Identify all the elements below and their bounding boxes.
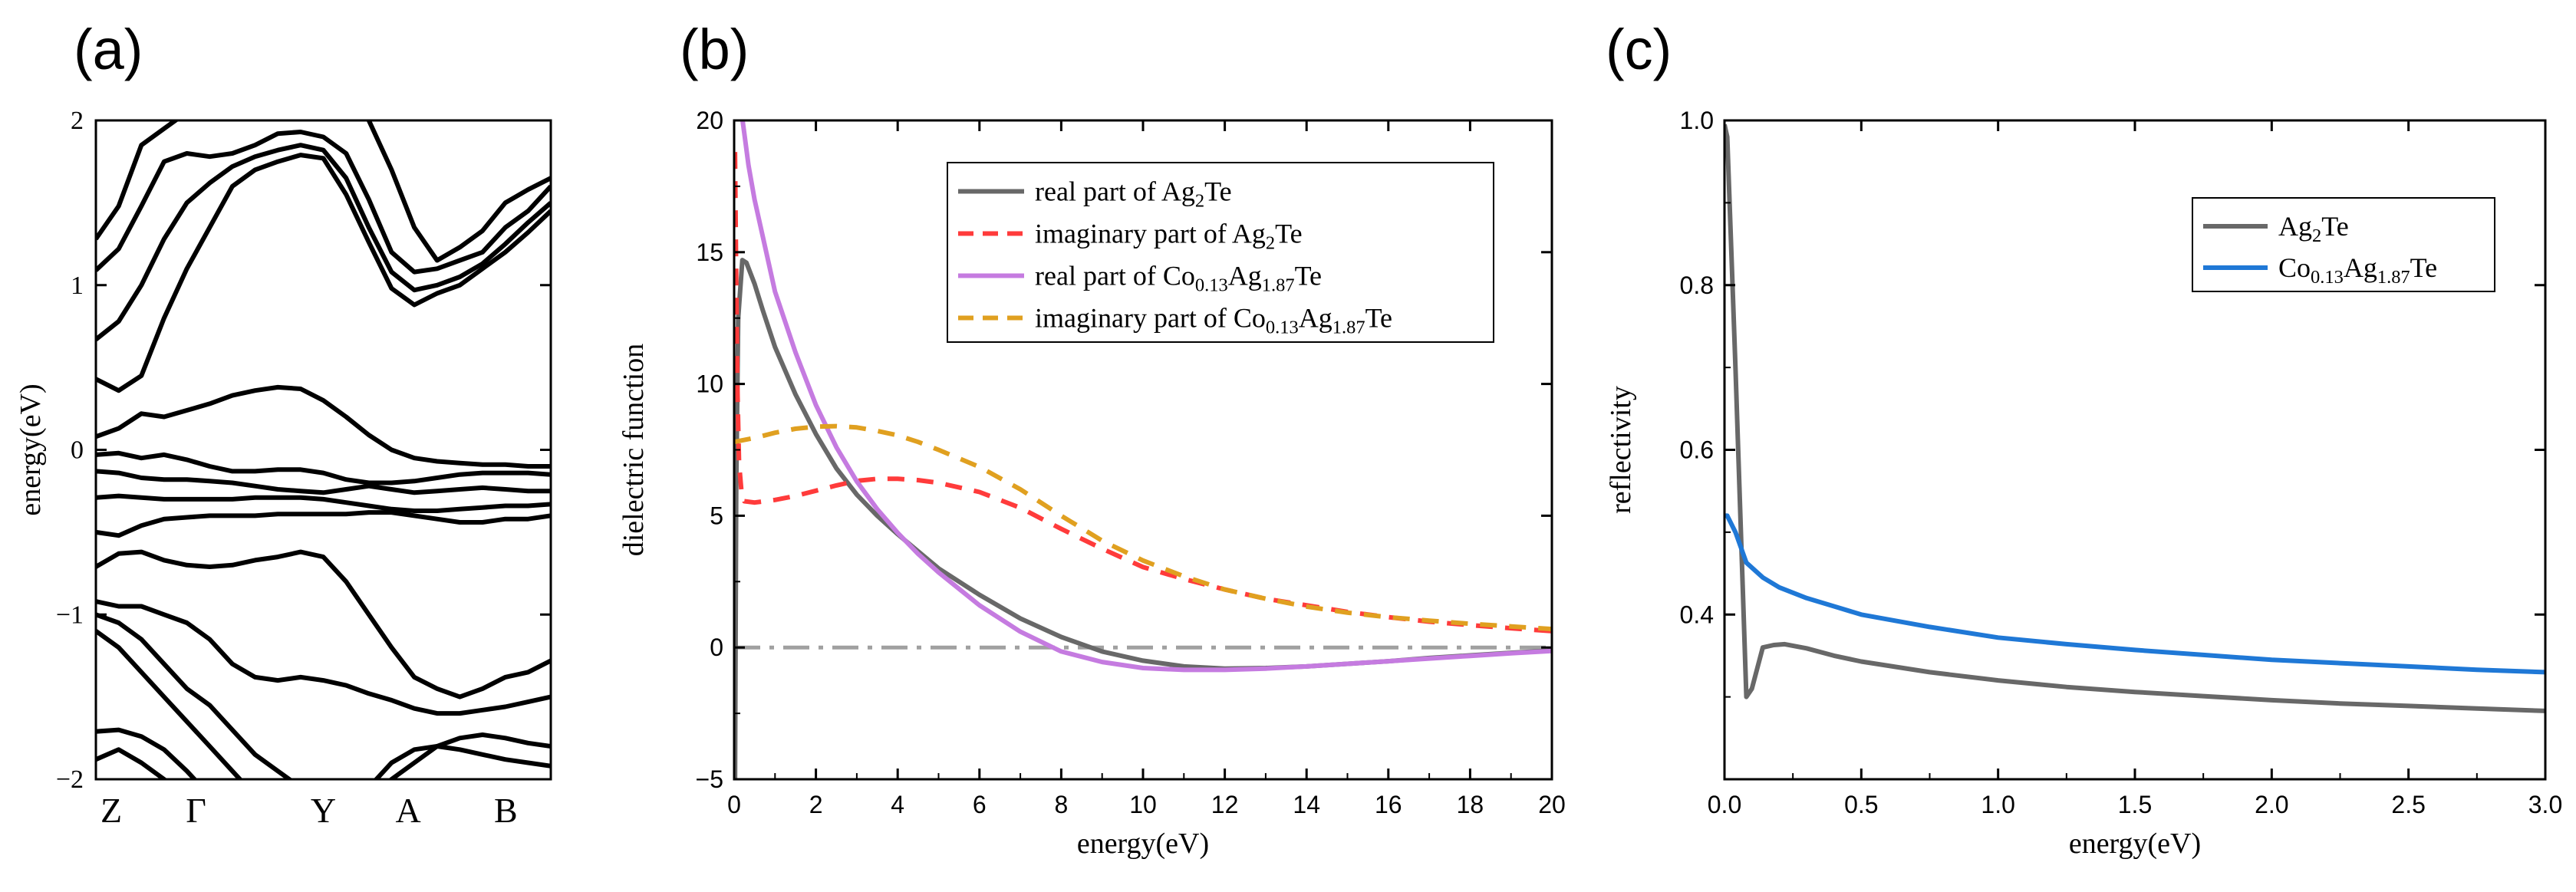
y-tick-label: −5 [696, 765, 723, 793]
panel-label-b: (b) [680, 18, 749, 81]
x-tick-label: 12 [1211, 791, 1239, 818]
x-tick-label: 1.5 [2118, 791, 2152, 818]
series-lines [734, 120, 1552, 779]
y-tick-label: 1.0 [1680, 107, 1714, 134]
band-line-2 [96, 130, 551, 275]
series-lines [1724, 123, 2545, 713]
panel-label-c: (c) [1606, 18, 1672, 81]
x-tick-label: 18 [1457, 791, 1484, 818]
band-line-6 [96, 450, 551, 485]
legend-label: imaginary part of Ag2Te [1035, 219, 1303, 254]
legend: Ag2Te Co0.13Ag1.87Te [2192, 197, 2495, 292]
x-tick-label: 2.5 [2391, 791, 2425, 818]
band-line-9 [96, 510, 551, 538]
x-tick-label: 1.0 [1981, 791, 2014, 818]
y-tick-label: 0.4 [1680, 601, 1714, 628]
legend-label: real part of Ag2Te [1035, 176, 1232, 212]
y-tick-label: 0 [710, 634, 723, 661]
band-line-1 [96, 120, 551, 263]
x-tick-label: 3.0 [2528, 791, 2562, 818]
x-tick-label: 14 [1293, 791, 1320, 818]
y-tick-label: 15 [696, 239, 723, 266]
x-tick-label: 20 [1538, 791, 1566, 818]
y-tick-label: −1 [56, 601, 84, 629]
band-line-8 [96, 493, 551, 513]
y-axis-label: energy(eV) [15, 383, 47, 515]
band-line-5 [96, 384, 551, 469]
y-tick-label: 0 [71, 436, 84, 465]
y-tick-label: 0.6 [1680, 436, 1714, 464]
dielectric-function-panel: 0 2 4 6 8 10 12 14 16 18 20−505101520energy(eV)die… [618, 107, 1566, 860]
y-tick-label: 10 [696, 370, 723, 398]
band-line-4 [96, 153, 551, 393]
legend-label: Ag2Te [2278, 211, 2349, 246]
legend-box [2192, 197, 2495, 292]
y-tick-label: 20 [696, 107, 723, 134]
series-line-3 [740, 120, 1552, 673]
band-line-12 [96, 612, 551, 779]
band-line-10 [96, 549, 551, 699]
y-axis-label: reflectivity [1605, 386, 1637, 514]
kpoint-label: Y [311, 791, 336, 830]
legend-box [947, 162, 1494, 343]
kpoint-label: A [395, 791, 420, 830]
band-line-14 [96, 727, 198, 779]
band-lines [96, 120, 551, 779]
y-tick-label: 5 [710, 502, 723, 529]
legend-label: real part of Co0.13Ag1.87Te [1035, 261, 1322, 296]
x-tick-label: 0 [727, 791, 741, 818]
x-tick-label: 4 [891, 791, 904, 818]
x-tick-label: 0.0 [1708, 791, 1741, 818]
band-line-13 [96, 629, 551, 779]
x-tick-label: 2 [809, 791, 823, 818]
reflectivity-panel: 0.0 0.5 1.0 1.5 2.0 2.5 3.0 0.4 0.6 0.8 1.0 energy(… [1605, 107, 2562, 860]
series-line-2 [1724, 513, 2545, 675]
band-line-11 [96, 599, 551, 716]
kpoint-label: B [494, 791, 518, 830]
x-tick-label: 2.0 [2255, 791, 2288, 818]
y-tick-label: −2 [56, 765, 84, 794]
kpoint-label: Z [100, 791, 122, 830]
band-line-3 [96, 143, 551, 341]
y-tick-label: 1 [71, 272, 84, 300]
y-axis-label: dielectric function [618, 344, 650, 557]
legend: real part of Ag2Te imaginary part of Ag2T… [947, 162, 1494, 343]
x-tick-label: 8 [1055, 791, 1069, 818]
series-line-1 [1724, 123, 2545, 713]
y-tick-label: 2 [71, 107, 84, 135]
band-line-7 [96, 469, 551, 495]
legend-label: imaginary part of Co0.13Ag1.87Te [1035, 303, 1392, 338]
series-line-4 [734, 423, 1552, 632]
panel-label-a: (a) [74, 18, 143, 81]
legend-label: Co0.13Ag1.87Te [2278, 252, 2437, 288]
x-tick-label: 16 [1375, 791, 1402, 818]
x-tick-label: 10 [1129, 791, 1157, 818]
x-axis-label: energy(eV) [1077, 828, 1209, 860]
kpoint-label: Γ [186, 791, 206, 830]
x-tick-label: 0.5 [1844, 791, 1878, 818]
x-axis-label: energy(eV) [2069, 828, 2201, 860]
y-tick-label: 0.8 [1680, 272, 1714, 299]
x-tick-label: 6 [973, 791, 987, 818]
